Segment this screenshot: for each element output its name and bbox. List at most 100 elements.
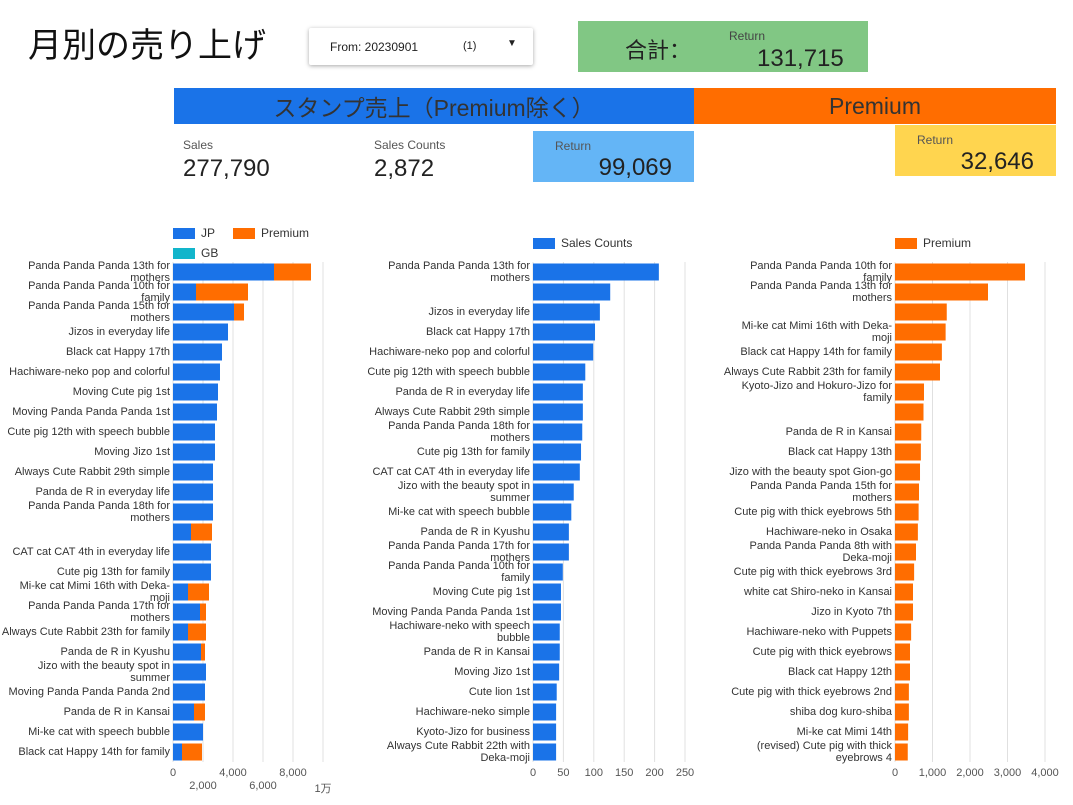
y-tick-label: Always Cute Rabbit 23th for family bbox=[723, 366, 892, 378]
x-tick-label: 50 bbox=[557, 767, 570, 779]
scorecard-label: Return bbox=[917, 133, 954, 147]
bar bbox=[895, 523, 918, 541]
bar bbox=[173, 723, 203, 741]
y-tick-label: Moving Cute pig 1st bbox=[72, 386, 170, 398]
x-tick-label: 3,000 bbox=[993, 767, 1022, 779]
y-tick-label: Mi-ke cat Mimi 16th with Deka-moji bbox=[741, 320, 892, 344]
legend-label: GB bbox=[201, 246, 219, 260]
legend-item: Premium bbox=[233, 226, 309, 240]
bar bbox=[533, 583, 561, 601]
legend-label: Premium bbox=[923, 236, 972, 250]
bar bbox=[200, 603, 206, 621]
bar bbox=[533, 363, 586, 381]
bar bbox=[173, 323, 229, 341]
bar bbox=[173, 563, 211, 581]
y-tick-label: Jizos in everyday life bbox=[428, 306, 531, 318]
date-filter-label[interactable]: From: 20230901 bbox=[330, 40, 419, 54]
bar bbox=[895, 423, 922, 441]
scorecard: Return 99,069 bbox=[533, 131, 694, 182]
y-tick-label: Moving Panda Panda Panda 1st bbox=[12, 406, 170, 418]
y-tick-label: Moving Jizo 1st bbox=[454, 666, 530, 678]
y-tick-label: Panda Panda Panda 13th for mothers bbox=[28, 260, 170, 284]
bar bbox=[895, 283, 988, 301]
y-tick-label: Panda de R in Kansai bbox=[423, 646, 530, 658]
y-tick-label: CAT cat CAT 4th in everyday life bbox=[12, 546, 170, 558]
bar bbox=[533, 723, 557, 741]
x-tick-label: 250 bbox=[675, 767, 695, 779]
bar bbox=[533, 483, 574, 501]
total-card: 合計： Return 131,715 bbox=[578, 21, 868, 72]
y-tick-label: Cute pig 12th with speech bubble bbox=[367, 366, 530, 378]
bar bbox=[533, 663, 560, 681]
bar bbox=[895, 643, 910, 661]
bar bbox=[173, 263, 274, 281]
y-tick-label: Cute pig with thick eyebrows 5th bbox=[734, 506, 892, 518]
x-tick-label: 8,000 bbox=[279, 767, 307, 779]
y-tick-label: Panda Panda Panda 13th for mothers bbox=[388, 260, 530, 284]
legend-swatch bbox=[173, 247, 195, 259]
total-sublabel: Return bbox=[729, 29, 766, 43]
legend-item: GB bbox=[173, 246, 233, 260]
legend-swatch bbox=[233, 227, 255, 239]
bar bbox=[895, 543, 916, 561]
bar bbox=[173, 703, 194, 721]
y-tick-label: Always Cute Rabbit 29th simple bbox=[14, 466, 170, 478]
y-tick-label: Panda Panda Panda 18th for mothers bbox=[388, 420, 530, 444]
legend: Premium bbox=[895, 236, 1045, 250]
scorecard: Return 32,646 bbox=[895, 125, 1056, 176]
y-tick-label: Cute pig 12th with speech bubble bbox=[7, 426, 170, 438]
x-tick-label: 0 bbox=[891, 767, 899, 779]
bar bbox=[533, 443, 582, 461]
page-title: 月別の売り上げ bbox=[28, 27, 266, 65]
y-tick-label: Cute pig with thick eyebrows 3rd bbox=[733, 566, 892, 578]
dropdown-arrow[interactable]: ▼ bbox=[507, 38, 517, 49]
x-tick-label: 6,000 bbox=[249, 780, 277, 792]
y-tick-label: Panda de R in everyday life bbox=[395, 386, 530, 398]
y-tick-label: Cute pig with thick eyebrows bbox=[752, 646, 892, 658]
y-tick-label: Jizo with the beauty spot in summer bbox=[37, 660, 170, 684]
bar bbox=[895, 583, 913, 601]
y-tick-label: Mi-ke cat Mimi 16th with Deka-moji bbox=[19, 580, 170, 604]
bar bbox=[173, 343, 223, 361]
y-tick-label: Always Cute Rabbit 23th for family bbox=[1, 626, 170, 638]
y-tick-label: Panda de R in everyday life bbox=[35, 486, 170, 498]
date-filter[interactable]: From: 20230901 (1) ▼ bbox=[309, 28, 533, 65]
bar bbox=[173, 503, 214, 521]
bar bbox=[533, 343, 594, 361]
x-tick-label: 200 bbox=[645, 767, 664, 779]
y-tick-label: Black cat Happy 17th bbox=[66, 346, 170, 358]
x-tick-label: 1,000 bbox=[918, 767, 947, 779]
x-tick-label: 0 bbox=[529, 767, 537, 779]
y-tick-label: Black cat Happy 17th bbox=[426, 326, 530, 338]
y-tick-label: Panda de R in Kansai bbox=[785, 426, 892, 438]
bar bbox=[895, 703, 909, 721]
y-tick-label: shiba dog kuro-shiba bbox=[789, 706, 892, 718]
x-tick-label: 0 bbox=[169, 767, 177, 779]
bar bbox=[895, 443, 921, 461]
bar bbox=[201, 643, 206, 661]
y-tick-label: Mi-ke cat with speech bubble bbox=[388, 506, 530, 518]
y-tick-label: Panda Panda Panda 18th for mothers bbox=[28, 500, 170, 524]
x-tick-label: 2,000 bbox=[956, 767, 984, 779]
y-tick-label: white cat Shiro-neko in Kansai bbox=[744, 586, 892, 598]
bar bbox=[533, 503, 572, 521]
y-tick-label: Jizo with the beauty spot in summer bbox=[397, 480, 530, 504]
y-tick-label: Black cat Happy 13th bbox=[788, 446, 892, 458]
y-tick-label: Kyoto-Jizo for business bbox=[416, 726, 530, 738]
y-tick-label: Jizos in everyday life bbox=[68, 326, 171, 338]
x-tick-label: 150 bbox=[615, 767, 634, 779]
y-tick-label: Hachiware-neko simple bbox=[415, 706, 530, 718]
date-filter-count[interactable]: (1) bbox=[463, 40, 477, 52]
x-tick-label: 100 bbox=[584, 767, 603, 779]
y-tick-label: Moving Jizo 1st bbox=[94, 446, 170, 458]
bar bbox=[895, 363, 940, 381]
x-tick-label: 1万 bbox=[314, 783, 332, 795]
legend-swatch bbox=[533, 237, 555, 249]
bar bbox=[273, 263, 311, 281]
x-tick-label: 4,000 bbox=[1031, 767, 1059, 779]
y-tick-label: Panda de R in Kyushu bbox=[60, 646, 170, 658]
legend-item: Premium bbox=[895, 236, 971, 250]
legend-label: Premium bbox=[261, 226, 310, 240]
bar bbox=[173, 383, 218, 401]
